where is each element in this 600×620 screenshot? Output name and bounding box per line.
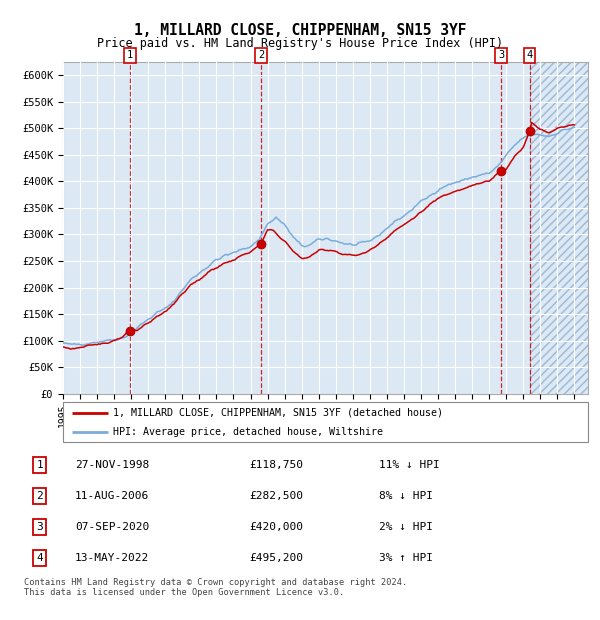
- Text: 27-NOV-1998: 27-NOV-1998: [75, 460, 149, 470]
- Text: 2: 2: [258, 50, 264, 60]
- Text: 07-SEP-2020: 07-SEP-2020: [75, 522, 149, 532]
- Text: £420,000: £420,000: [250, 522, 304, 532]
- Text: Price paid vs. HM Land Registry's House Price Index (HPI): Price paid vs. HM Land Registry's House …: [97, 37, 503, 50]
- Text: 3: 3: [37, 522, 43, 532]
- Text: 4: 4: [526, 50, 533, 60]
- Text: 3% ↑ HPI: 3% ↑ HPI: [379, 553, 433, 563]
- Text: HPI: Average price, detached house, Wiltshire: HPI: Average price, detached house, Wilt…: [113, 427, 383, 437]
- Text: 2% ↓ HPI: 2% ↓ HPI: [379, 522, 433, 532]
- Bar: [530, 62, 588, 394]
- Text: 1, MILLARD CLOSE, CHIPPENHAM, SN15 3YF: 1, MILLARD CLOSE, CHIPPENHAM, SN15 3YF: [134, 23, 466, 38]
- Text: £118,750: £118,750: [250, 460, 304, 470]
- Text: 1: 1: [37, 460, 43, 470]
- Text: 4: 4: [37, 553, 43, 563]
- Text: 13-MAY-2022: 13-MAY-2022: [75, 553, 149, 563]
- Text: 8% ↓ HPI: 8% ↓ HPI: [379, 491, 433, 501]
- Text: 2: 2: [37, 491, 43, 501]
- Text: 1: 1: [127, 50, 133, 60]
- FancyBboxPatch shape: [63, 402, 588, 442]
- Text: 11% ↓ HPI: 11% ↓ HPI: [379, 460, 440, 470]
- Text: Contains HM Land Registry data © Crown copyright and database right 2024.
This d: Contains HM Land Registry data © Crown c…: [24, 578, 407, 597]
- Bar: [63, 62, 588, 394]
- Text: 3: 3: [498, 50, 504, 60]
- Text: £282,500: £282,500: [250, 491, 304, 501]
- Text: £495,200: £495,200: [250, 553, 304, 563]
- Text: 1, MILLARD CLOSE, CHIPPENHAM, SN15 3YF (detached house): 1, MILLARD CLOSE, CHIPPENHAM, SN15 3YF (…: [113, 407, 443, 418]
- Text: 11-AUG-2006: 11-AUG-2006: [75, 491, 149, 501]
